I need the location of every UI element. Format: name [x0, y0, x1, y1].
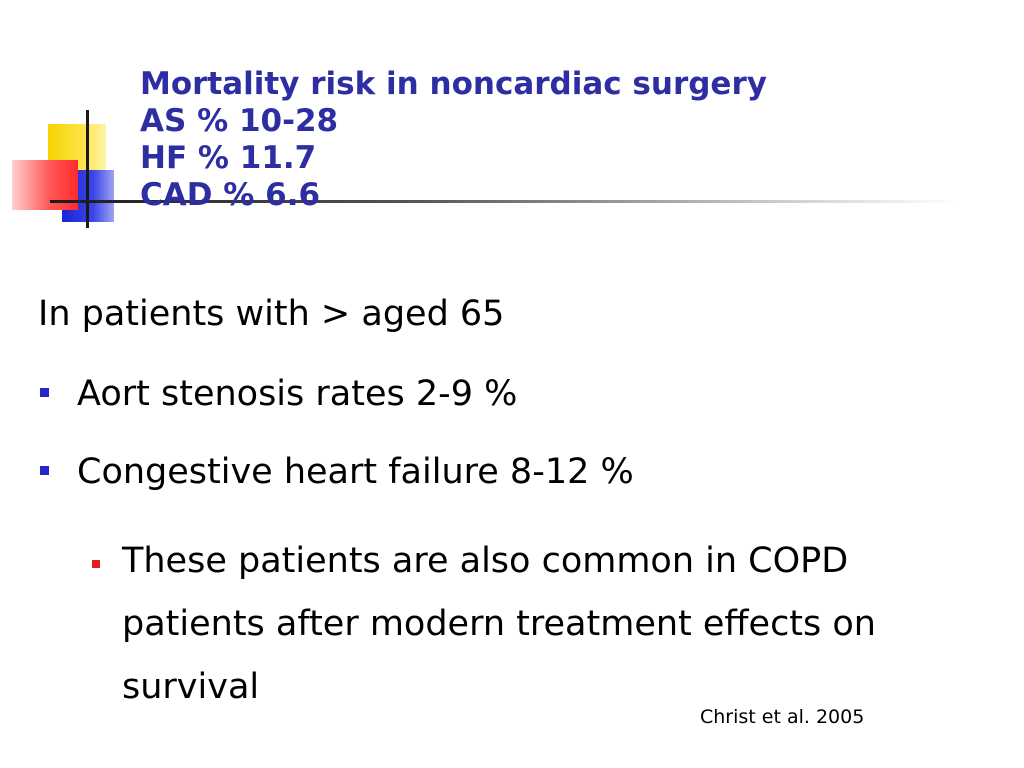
vertical-rule — [86, 110, 89, 228]
blue-bullet-icon — [40, 465, 49, 475]
title-line: Mortality risk in noncardiac surgery — [140, 66, 767, 102]
intro-text: In patients with > aged 65 — [38, 294, 505, 334]
title-line: HF % 11.7 — [140, 140, 317, 176]
sub-bullet-text: These patients are also common in COPD p… — [122, 541, 876, 707]
citation: Christ et al. 2005 — [700, 706, 865, 728]
title-line: AS % 10-28 — [140, 103, 339, 139]
blue-bullet-icon — [40, 387, 49, 397]
title-underline-rule — [50, 200, 960, 203]
sub-bullet-item: These patients are also common in COPD p… — [92, 530, 972, 719]
slide-title: Mortality risk in noncardiac surgery AS … — [140, 66, 980, 214]
red-bullet-icon — [92, 560, 100, 568]
title-line: CAD % 6.6 — [140, 177, 321, 213]
decorative-logo — [0, 0, 140, 240]
bullet-item: Aort stenosis rates 2-9 % — [40, 374, 517, 414]
bullet-text: Congestive heart failure 8-12 % — [77, 452, 634, 492]
bullet-text: Aort stenosis rates 2-9 % — [77, 374, 518, 414]
bullet-item: Congestive heart failure 8-12 % — [40, 452, 634, 492]
